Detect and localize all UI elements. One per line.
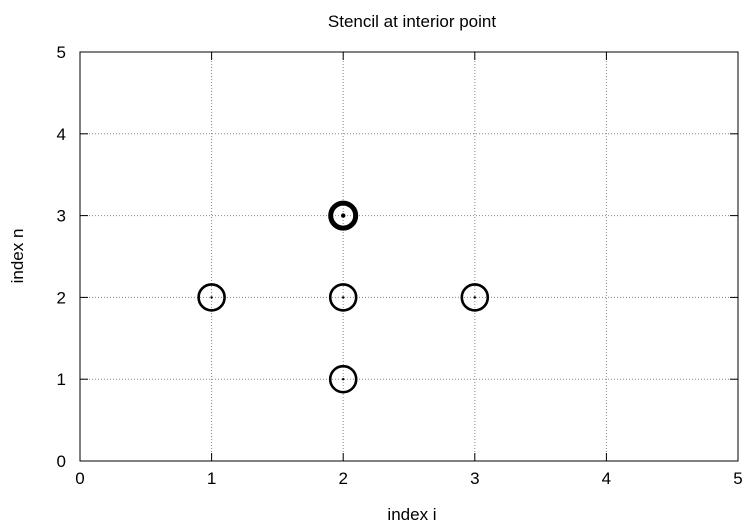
data-point-center (341, 213, 346, 218)
y-tick-labels: 0 1 2 3 4 5 (57, 43, 66, 471)
data-point-circle (197, 283, 226, 312)
data-point-center (473, 296, 476, 299)
x-tick-label: 2 (338, 469, 347, 488)
x-tick-label: 5 (733, 469, 742, 488)
data-points (197, 200, 490, 394)
data-point-circle (328, 283, 358, 312)
data-point-center (342, 296, 345, 299)
y-tick-label: 5 (57, 43, 66, 62)
y-tick-label: 4 (57, 125, 66, 144)
chart-title: Stencil at interior point (328, 12, 496, 31)
data-point-circle (328, 364, 358, 394)
x-tick-labels: 0 1 2 3 4 5 (75, 469, 742, 488)
y-tick-label: 1 (57, 370, 66, 389)
x-tick-label: 3 (470, 469, 479, 488)
x-tick-label: 4 (602, 469, 611, 488)
plot-frame (79, 51, 739, 462)
data-point-center (342, 378, 345, 381)
y-tick-label: 0 (57, 452, 66, 471)
data-point-circle (460, 283, 490, 312)
grid (80, 52, 738, 461)
y-axis-label: index n (8, 229, 27, 284)
x-tick-label: 0 (75, 469, 84, 488)
data-point-center (210, 296, 213, 299)
y-tick-label: 2 (57, 288, 66, 307)
x-tick-label: 1 (207, 469, 216, 488)
data-point-circle (328, 200, 359, 231)
axis-ticks (79, 51, 739, 462)
x-axis-label: index i (387, 505, 436, 522)
y-tick-label: 3 (57, 207, 66, 226)
